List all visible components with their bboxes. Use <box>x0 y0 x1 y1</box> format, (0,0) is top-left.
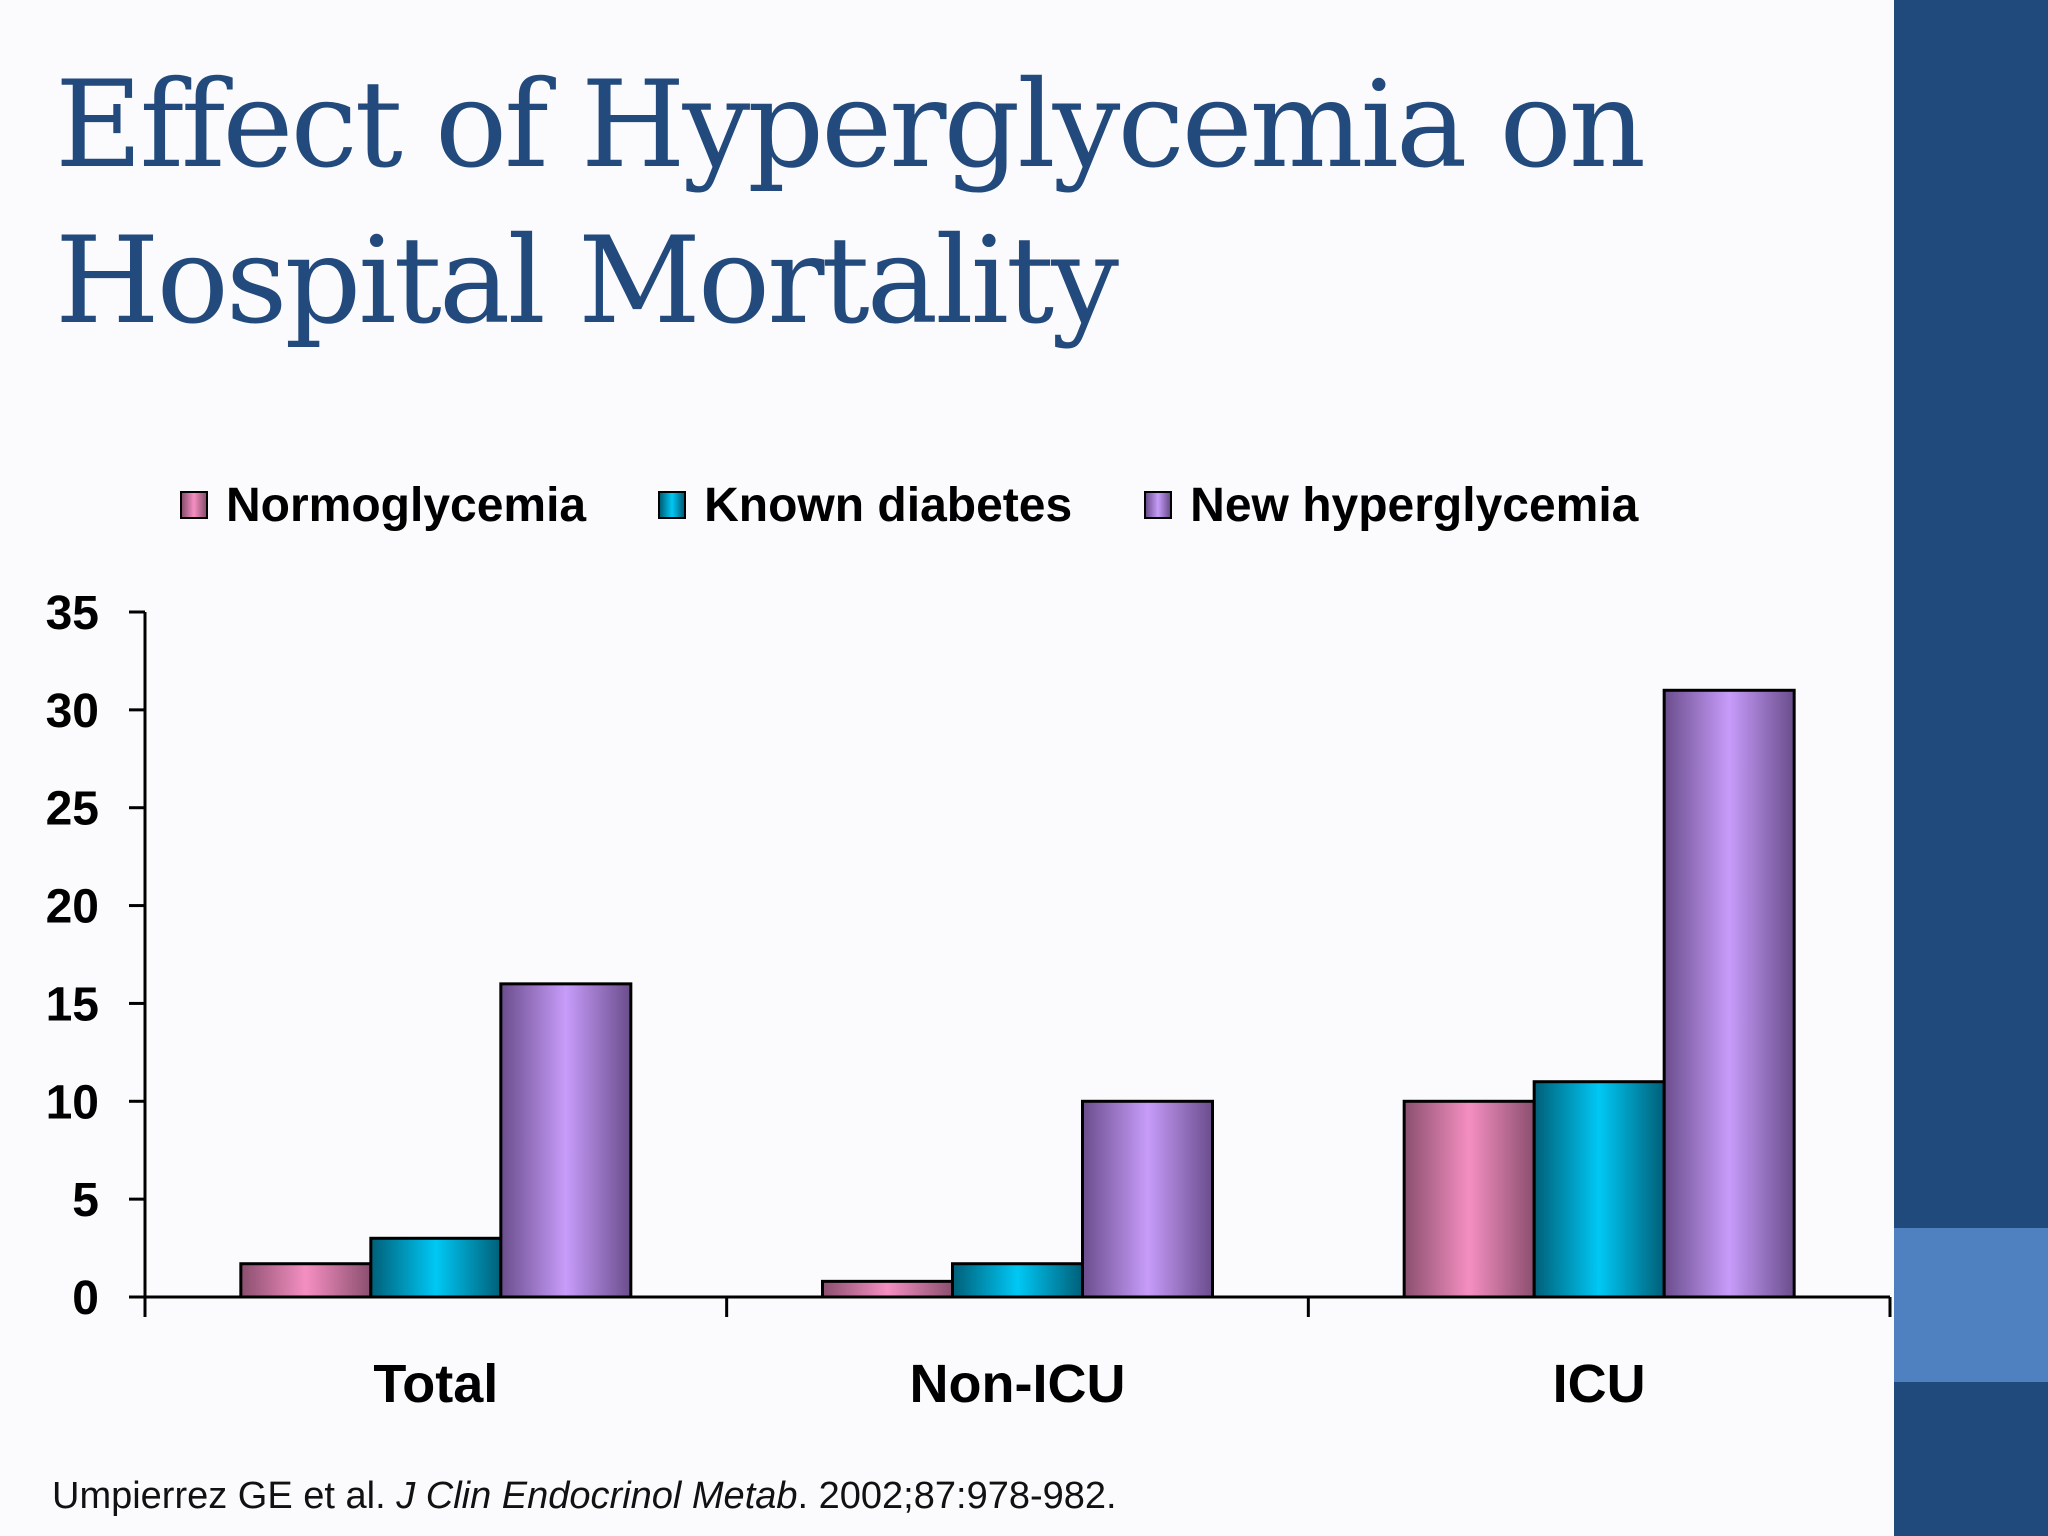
citation-journal: J Clin Endocrinol Metab <box>396 1475 798 1517</box>
legend-label: Normoglycemia <box>226 478 587 532</box>
legend-item-known-diabetes: Known diabetes <box>658 478 1072 533</box>
citation-details: . 2002;87:978-982. <box>797 1475 1117 1517</box>
bar-normoglycemia <box>239 1262 373 1299</box>
legend-swatch <box>180 491 208 519</box>
y-tick-label: 30 <box>46 685 99 738</box>
chart-legend: Normoglycemia Known diabetes New hypergl… <box>180 475 1710 535</box>
bar-known-diabetes <box>369 1236 503 1299</box>
x-category-label: ICU <box>1553 1354 1646 1414</box>
bar-new-hyperglycemia <box>499 982 633 1299</box>
y-tick-label: 35 <box>46 587 99 640</box>
bar-known-diabetes <box>1532 1080 1666 1299</box>
bar-chart: 0 5 10 15 20 25 30 35 Total Non-ICU ICU <box>46 587 1892 1414</box>
x-category-label: Non-ICU <box>910 1354 1126 1414</box>
bar-new-hyperglycemia <box>1081 1099 1214 1299</box>
legend-swatch <box>658 491 687 519</box>
bar-normoglycemia <box>1402 1099 1536 1299</box>
legend-label: New hyperglycemia <box>1190 478 1639 532</box>
x-category-label: Total <box>373 1354 498 1414</box>
slide-title: Effect of Hyperglycemia on Hospital Mort… <box>55 48 1855 360</box>
legend-swatch <box>1144 491 1173 519</box>
y-tick-label: 15 <box>46 978 99 1031</box>
y-tick-label: 20 <box>46 881 99 934</box>
bar-new-hyperglycemia <box>1662 688 1796 1299</box>
bar-known-diabetes <box>951 1262 1084 1299</box>
title-line-1: Effect of Hyperglycemia on <box>55 56 1646 195</box>
y-tick-label: 10 <box>46 1076 99 1129</box>
side-band-accent <box>1894 1228 2048 1382</box>
title-line-2: Hospital Mortality <box>55 212 1119 351</box>
legend-label: Known diabetes <box>704 478 1073 532</box>
legend-item-new-hyperglycemia: New hyperglycemia <box>1144 478 1638 533</box>
citation: Umpierrez GE et al. J Clin Endocrinol Me… <box>52 1475 1117 1518</box>
legend-item-normoglycemia: Normoglycemia <box>180 478 586 533</box>
y-tick-label: 0 <box>72 1272 99 1325</box>
y-tick-label: 5 <box>72 1174 99 1227</box>
citation-authors: Umpierrez GE et al. <box>52 1475 397 1517</box>
bar-normoglycemia <box>821 1279 954 1299</box>
y-tick-label: 25 <box>46 783 99 836</box>
